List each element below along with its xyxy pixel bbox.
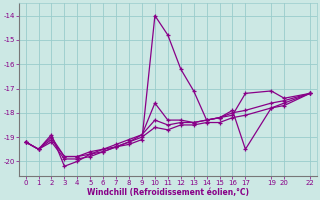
- X-axis label: Windchill (Refroidissement éolien,°C): Windchill (Refroidissement éolien,°C): [87, 188, 249, 197]
